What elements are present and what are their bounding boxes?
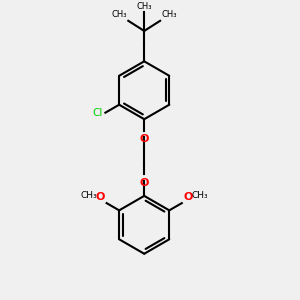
- Text: CH₃: CH₃: [191, 190, 208, 200]
- Text: CH₃: CH₃: [136, 2, 152, 11]
- Text: O: O: [96, 192, 105, 202]
- Text: O: O: [140, 134, 149, 144]
- Text: CH₃: CH₃: [162, 11, 177, 20]
- Text: CH₃: CH₃: [111, 11, 127, 20]
- Text: Cl: Cl: [93, 108, 103, 118]
- Text: O: O: [140, 178, 149, 188]
- Text: O: O: [183, 192, 193, 202]
- Text: CH₃: CH₃: [81, 190, 98, 200]
